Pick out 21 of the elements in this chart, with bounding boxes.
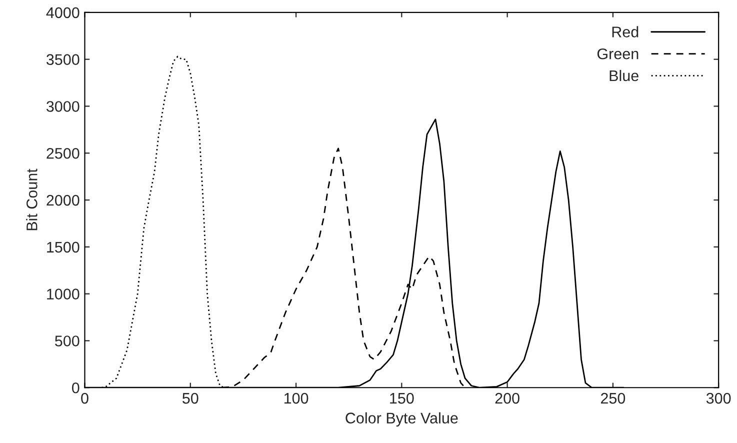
legend-label: Green (597, 48, 638, 60)
x-tick-label: 200 (495, 392, 520, 404)
legend-label: Blue (610, 70, 638, 82)
y-tick-label: 3000 (46, 101, 80, 112)
y-tick-label: 2000 (46, 194, 80, 206)
x-tick-label: 100 (284, 392, 308, 404)
legend-label: Red (612, 26, 638, 38)
x-tick-label: 250 (600, 392, 626, 404)
y-tick-label: 1000 (47, 288, 80, 300)
x-tick-label: 0 (81, 392, 88, 404)
y-tick-label: 4000 (46, 7, 80, 18)
y-axis-title: Bit Count (26, 168, 38, 230)
y-tick-label: 3500 (46, 54, 80, 65)
y-tick-label: 1500 (47, 242, 80, 253)
x-tick-label: 50 (182, 392, 198, 404)
y-tick-label: 500 (55, 336, 80, 346)
y-tick-label: 2500 (46, 148, 80, 159)
x-tick-label: 150 (390, 392, 414, 404)
x-tick-label: 300 (706, 392, 731, 404)
x-axis-title: Color Byte Value (346, 412, 458, 427)
y-tick-label: 0 (72, 382, 80, 394)
